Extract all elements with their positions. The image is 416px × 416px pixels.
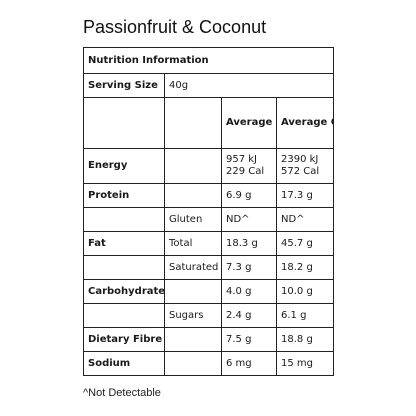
product-title: Passionfruit & Coconut — [83, 17, 267, 37]
table-row: Gluten ND^ ND^ — [83, 207, 335, 232]
value-per-serve: 2.4 g — [221, 303, 277, 328]
nutrient-name: Carbohydrate — [83, 279, 165, 304]
value-per-serve: ND^ — [221, 207, 277, 232]
table-row: Sodium 6 mg 15 mg — [83, 351, 335, 376]
nutrient-sub-name: Sugars — [164, 303, 222, 328]
value-per-100g: 18.8 g — [275, 327, 335, 352]
nutrient-name: Energy — [83, 148, 165, 184]
value-per-serve: 7.3 g — [221, 255, 277, 280]
serving-size-label: Serving Size — [83, 73, 165, 98]
header-blank-name — [83, 97, 165, 149]
table-row: Sugars 2.4 g 6.1 g — [83, 303, 335, 328]
nutrient-name: Fat — [83, 231, 165, 256]
nutrient-name: Dietary Fibre — [83, 327, 165, 352]
table-row: Protein 6.9 g 17.3 g — [83, 183, 335, 208]
nutrient-name — [83, 303, 165, 328]
value-per-100g: 15 mg — [275, 351, 335, 376]
nutrient-sub-name — [164, 351, 222, 376]
nutrient-sub-name: Total — [164, 231, 222, 256]
header-per-100g: Average Quantity per 100g — [275, 97, 335, 149]
value-per-serve: 7.5 g — [221, 327, 277, 352]
header-per-serve: Average Quantity per Serve — [221, 97, 277, 149]
nutrition-table: Nutrition Information Serving Size 40g A… — [82, 47, 335, 376]
value-per-100g: ND^ — [275, 207, 335, 232]
value-per-serve: 957 kJ 229 Cal — [221, 148, 277, 184]
table-row: Carbohydrate 4.0 g 10.0 g — [83, 279, 335, 304]
value-per-100g: 6.1 g — [275, 303, 335, 328]
nutrient-sub-name — [164, 183, 222, 208]
nutrient-name: Sodium — [83, 351, 165, 376]
serving-size-row: Serving Size 40g — [83, 73, 335, 98]
value-per-serve: 18.3 g — [221, 231, 277, 256]
nutrient-sub-name — [164, 327, 222, 352]
header-blank-sub — [164, 97, 222, 149]
footnote: ^Not Detectable — [83, 387, 161, 399]
value-per-100g: 10.0 g — [275, 279, 335, 304]
value-per-100g: 45.7 g — [275, 231, 335, 256]
table-heading: Nutrition Information — [82, 47, 335, 74]
table-row: Fat Total 18.3 g 45.7 g — [83, 231, 335, 256]
table-row: Dietary Fibre 7.5 g 18.8 g — [83, 327, 335, 352]
nutrient-sub-name — [164, 148, 222, 184]
nutrient-name — [83, 207, 165, 232]
nutrient-sub-name: Gluten — [164, 207, 222, 232]
nutrient-name: Protein — [83, 183, 165, 208]
value-per-100g: 17.3 g — [275, 183, 335, 208]
nutrient-name — [83, 255, 165, 280]
value-per-serve: 4.0 g — [221, 279, 277, 304]
value-per-100g: 18.2 g — [275, 255, 335, 280]
nutrient-sub-name — [164, 279, 222, 304]
table-title-row: Nutrition Information — [82, 47, 335, 74]
value-per-100g: 2390 kJ 572 Cal — [275, 148, 335, 184]
column-header-row: Average Quantity per Serve Average Quant… — [83, 97, 335, 149]
table-row: Saturated 7.3 g 18.2 g — [83, 255, 335, 280]
value-per-serve: 6.9 g — [221, 183, 277, 208]
table-row: Energy 957 kJ 229 Cal 2390 kJ 572 Cal — [83, 148, 335, 184]
value-per-serve: 6 mg — [221, 351, 277, 376]
serving-size-value: 40g — [163, 73, 335, 98]
nutrient-sub-name: Saturated — [164, 255, 222, 280]
